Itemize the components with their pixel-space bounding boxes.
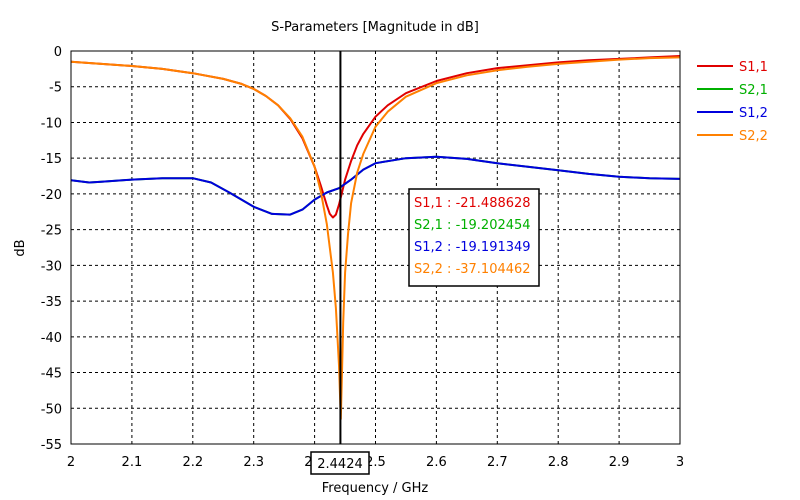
readout-s12: S1,2 : -19.191349: [414, 240, 531, 255]
x-tick-label: 3: [676, 455, 684, 470]
legend-entry: S1,1: [739, 60, 768, 75]
x-tick-label: 2: [67, 455, 75, 470]
marker-frequency-label[interactable]: 2.4424: [310, 451, 370, 475]
x-tick-label: 2.8: [548, 455, 569, 470]
x-tick-label: 2.7: [487, 455, 508, 470]
x-tick-label: 2.1: [122, 455, 143, 470]
y-tick-label: -30: [41, 259, 62, 274]
readout-s11: S1,1 : -21.488628: [414, 196, 531, 211]
y-tick-labels: 0 -5 -10 -15 -20 -25 -30 -35 -40 -45 -50 -55: [41, 45, 62, 453]
legend: S1,1 S2,1 S1,2 S2,2: [697, 60, 768, 144]
y-tick-label: -45: [41, 367, 62, 382]
marker-readout-box[interactable]: S1,1 : -21.488628 S2,1 : -19.202454 S1,2…: [408, 188, 540, 287]
y-tick-label: -50: [41, 402, 62, 417]
y-tick-label: -40: [41, 331, 62, 346]
x-tick-label: 2.2: [182, 455, 203, 470]
y-axis-label: dB: [13, 239, 28, 256]
x-tick-label: 2.3: [243, 455, 264, 470]
readout-s22: S2,2 : -37.104462: [414, 262, 531, 277]
x-tick-label: 2.6: [426, 455, 447, 470]
readout-s21: S2,1 : -19.202454: [414, 218, 531, 233]
y-tick-label: 0: [54, 45, 62, 60]
series-line-s12: [71, 155, 680, 216]
y-tick-label: -15: [41, 152, 62, 167]
x-axis-label: Frequency / GHz: [322, 481, 429, 496]
y-tick-label: -25: [41, 224, 62, 239]
marker-frequency-text: 2.4424: [317, 457, 363, 472]
y-tick-label: -5: [49, 81, 62, 96]
x-tick-labels: 22.12.22.32.42.52.62.72.82.93: [67, 455, 684, 470]
legend-entry: S1,2: [739, 106, 768, 121]
legend-entry: S2,1: [739, 83, 768, 98]
plot-frame: [70, 50, 681, 445]
y-tick-label: -20: [41, 188, 62, 203]
x-tick-label: 2.9: [609, 455, 630, 470]
plot-area: [71, 51, 680, 444]
y-tick-label: -10: [41, 116, 62, 131]
x-tick-label: 2.5: [365, 455, 386, 470]
legend-entry: S2,2: [739, 129, 768, 144]
y-tick-label: -35: [41, 295, 62, 310]
chart-title: S-Parameters [Magnitude in dB]: [271, 20, 479, 35]
y-tick-label: -55: [41, 438, 62, 453]
